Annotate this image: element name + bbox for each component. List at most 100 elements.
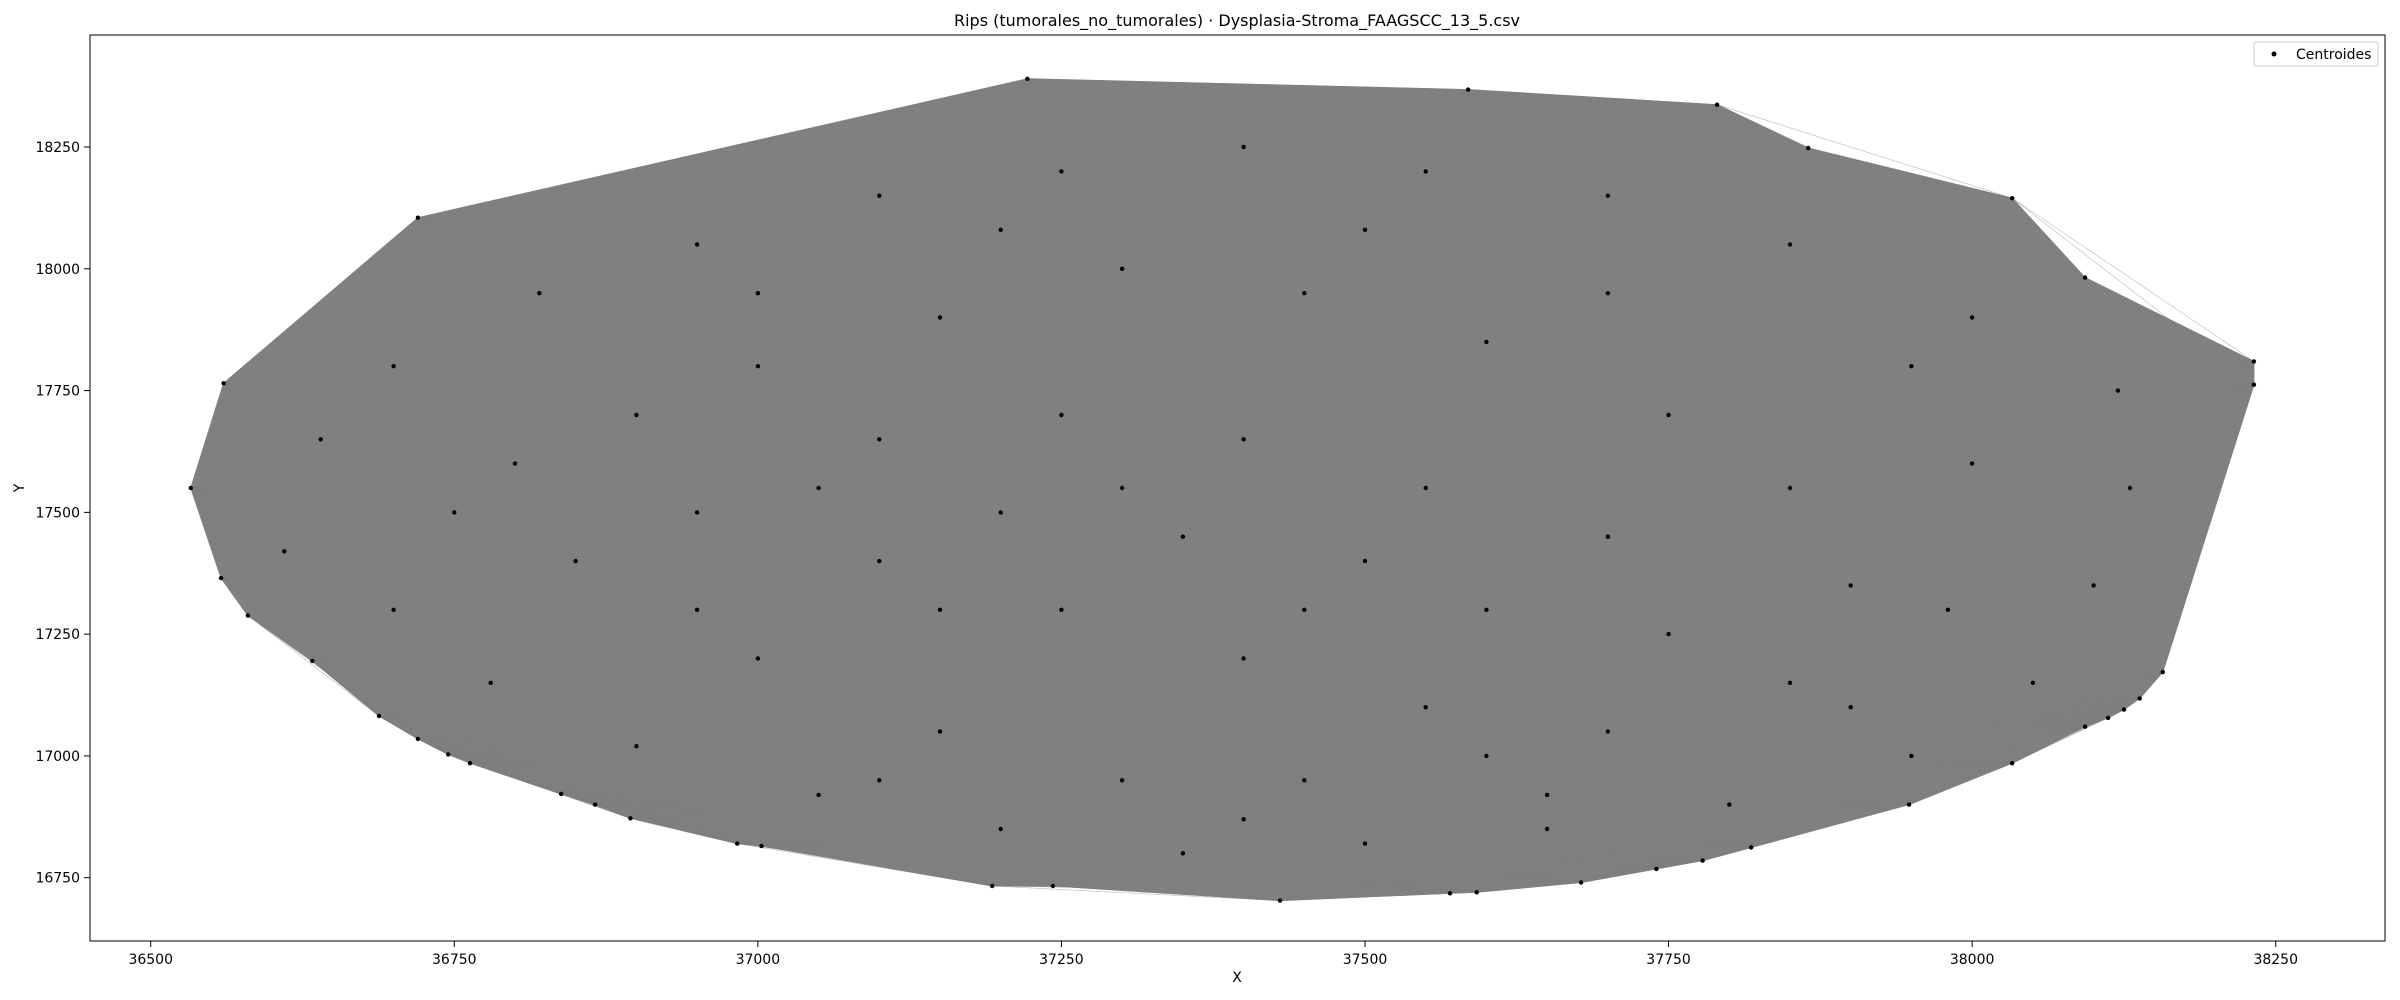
centroid-point	[558, 791, 564, 797]
rips-edge	[1716, 104, 1809, 149]
rips-edge	[221, 384, 2254, 579]
rips-edge	[469, 197, 2013, 764]
rips-edge	[312, 660, 596, 805]
rips-edge	[992, 762, 2013, 887]
x-axis-label: X	[1232, 970, 1242, 986]
rips-edge	[1027, 78, 1752, 848]
centroid-point	[937, 607, 943, 612]
rips-edge	[1908, 762, 2013, 805]
rips-edge	[417, 217, 1054, 887]
rips-edge	[220, 577, 993, 887]
rips-edge	[736, 89, 1469, 844]
rips-edge	[1468, 89, 2086, 278]
rips-edge	[223, 383, 2013, 764]
rips-edge	[1052, 726, 2086, 887]
rips-edge	[247, 78, 1028, 616]
rips-edge	[1467, 89, 2140, 699]
chart-title: Rips (tumorales_no_tumorales) · Dysplasi…	[954, 11, 1520, 31]
centroid-point	[1578, 880, 1584, 885]
rips-edge	[1279, 384, 2255, 901]
rips-edge	[1656, 198, 2013, 870]
centroid-point	[1748, 845, 1754, 850]
rips-edge	[417, 78, 1028, 740]
rips-edge	[2107, 384, 2255, 719]
rips-edge	[1807, 147, 2109, 719]
centroid-point	[1605, 729, 1611, 734]
rips-edge	[417, 217, 1752, 848]
rips-edge	[378, 277, 2086, 717]
y-tick-label: 17000	[35, 749, 80, 765]
rips-edge	[1279, 717, 2109, 901]
rips-edge	[417, 217, 1703, 861]
centroid-point	[1180, 534, 1186, 539]
rips-edge	[630, 804, 1910, 819]
rips-edge	[1449, 104, 1718, 894]
centroid-point	[188, 485, 193, 491]
rips-edge	[417, 217, 2086, 727]
rips-edge	[378, 89, 1469, 717]
rips-edge	[417, 361, 2254, 740]
centroid-point	[755, 291, 761, 296]
rips-edge	[1052, 804, 1910, 887]
rips-edge	[247, 361, 2254, 616]
rips-edge	[448, 197, 2013, 755]
rips-edge	[2084, 277, 2164, 673]
x-axis-ticks: 36500 36750 37000 37250 37500 37750 38000 38250	[128, 941, 2298, 968]
centroid-point	[1241, 817, 1246, 822]
rips-edge	[223, 361, 2254, 384]
centroid-point	[634, 412, 639, 418]
centroid-point	[1059, 412, 1064, 418]
x-tick-label: 37000	[736, 952, 781, 968]
rips-edge	[1052, 147, 1809, 887]
rips-edge	[630, 277, 2086, 819]
rips-edge	[417, 217, 2109, 719]
centroid-point	[1180, 851, 1186, 856]
rips-edge	[737, 709, 2124, 844]
centroid-point	[877, 778, 882, 783]
centroid-point	[1423, 705, 1428, 710]
x-tick-label: 37750	[1646, 952, 1691, 968]
rips-edge	[417, 217, 562, 794]
rips-edge	[1279, 671, 2163, 901]
rips-edge	[1750, 698, 2140, 848]
rips-edge	[2162, 384, 2255, 673]
rips-edge	[630, 762, 2013, 819]
rips-edge	[312, 89, 1469, 662]
rips-edge	[417, 217, 631, 819]
rips-edge	[1476, 277, 2086, 893]
rips-edge	[378, 709, 2124, 717]
rips-edge	[448, 754, 993, 887]
rips-edge	[247, 615, 2086, 727]
centroid-point	[2105, 715, 2111, 721]
centroid-point	[1909, 364, 1914, 369]
rips-edge	[2123, 361, 2255, 710]
rips-edge	[1279, 726, 2086, 901]
rips-edge	[1656, 860, 1703, 870]
rips-edge	[2084, 277, 2255, 385]
rips-edge	[247, 197, 2013, 616]
centroid-point	[877, 193, 882, 198]
rips-edge	[2011, 277, 2086, 764]
rips-edge	[1468, 89, 1809, 149]
rips-edge	[223, 383, 1582, 883]
rips-edge	[1656, 147, 1809, 869]
rips-edge	[221, 277, 2086, 579]
rips-edge	[447, 78, 1028, 755]
rips-edge	[312, 660, 419, 740]
rips-edge	[992, 726, 2086, 887]
rips-edge	[1580, 104, 1718, 883]
rips-edge	[417, 217, 2013, 764]
rips-edge	[1468, 89, 2255, 385]
rips-edge	[417, 671, 2163, 740]
rips-edge	[630, 818, 1477, 893]
centroid-point	[998, 826, 1003, 832]
rips-edge	[595, 804, 1703, 861]
rips-edge	[1580, 147, 1809, 883]
rips-edge	[1751, 804, 1910, 848]
rips-edge	[2011, 198, 2164, 673]
centroid-point	[1474, 890, 1479, 895]
centroid-point	[1059, 169, 1064, 174]
rips-edge	[1027, 78, 2086, 727]
rips-edge	[1476, 804, 1910, 893]
rips-edge	[223, 382, 2254, 386]
